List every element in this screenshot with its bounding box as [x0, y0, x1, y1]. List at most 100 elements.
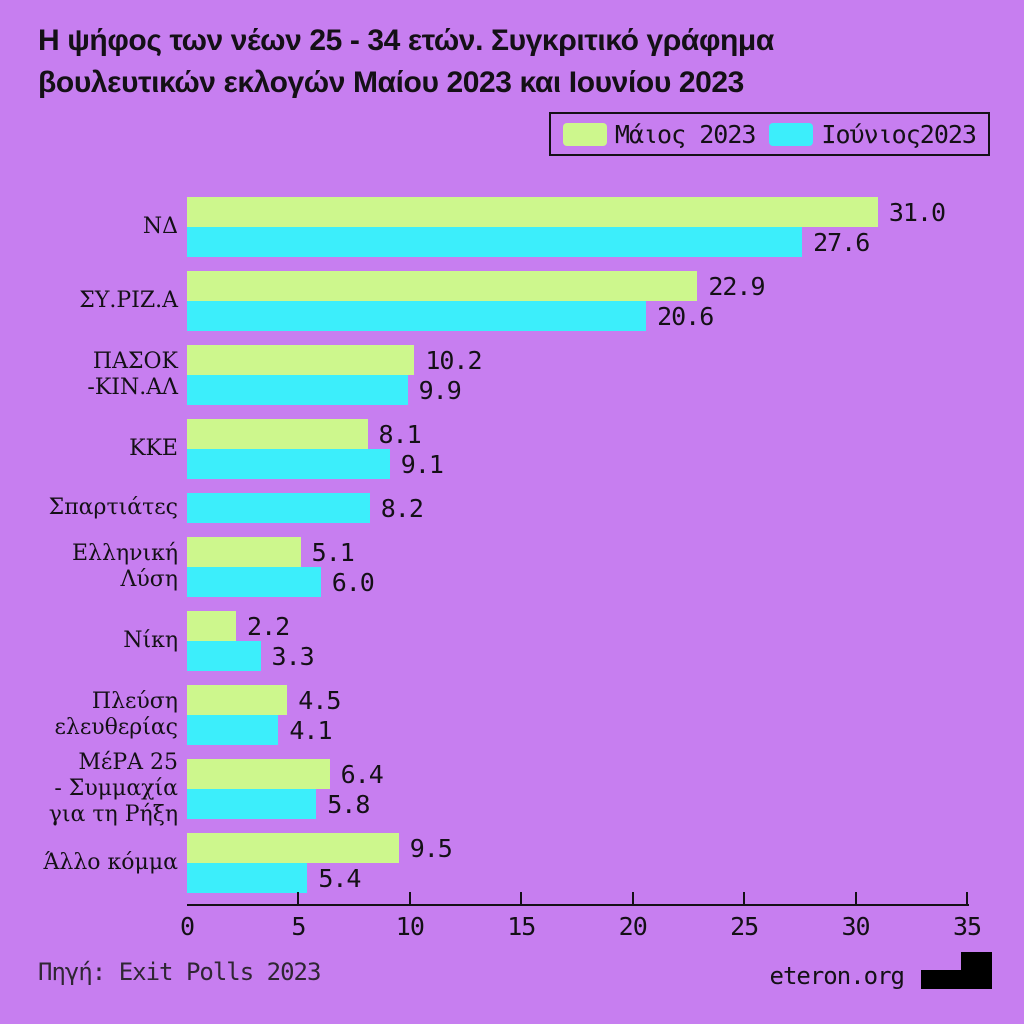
chart-group: Πλεύση ελευθερίας 4.5 4.1	[38, 685, 967, 745]
chart-group: ΠΑΣΟΚ -ΚΙΝ.ΑΛ 10.2 9.9	[38, 345, 967, 405]
chart-group: ΝΔ 31.0 27.6	[38, 197, 967, 257]
bar-june	[187, 863, 308, 893]
bar-june	[187, 301, 647, 331]
legend-label-may: Μάιος 2023	[614, 119, 757, 149]
category-label-line: Πλεύση	[91, 689, 178, 714]
bar-value-label: 8.2	[380, 493, 424, 523]
category-label: ΜέΡΑ 25- Συμμαχία για τη Ρήξη	[38, 750, 178, 828]
chart-group: Άλλο κόμμα 9.5 5.4	[38, 833, 967, 893]
bar-pair: 2.2 3.3	[187, 611, 967, 671]
category-label-line: Άλλο κόμμα	[43, 850, 178, 875]
bar-row: 2.2	[187, 611, 967, 641]
bar-may	[187, 197, 878, 227]
x-tick-label: 35	[952, 912, 982, 941]
bar-may	[187, 685, 288, 715]
category-label: ΠΑΣΟΚ -ΚΙΝ.ΑΛ	[38, 349, 178, 401]
category-label: ΚΚΕ	[38, 436, 178, 462]
footer-site-link: eteron.org	[769, 962, 905, 990]
bar-row: 22.9	[187, 271, 967, 301]
x-tick-mark	[743, 892, 746, 904]
bar-row: 31.0	[187, 197, 967, 227]
chart-group: ΣΥ.ΡΙΖ.Α 22.9 20.6	[38, 271, 967, 331]
bar-june	[187, 227, 803, 257]
bar-value-label: 9.5	[409, 833, 453, 863]
bar-value-label: 5.4	[318, 863, 361, 893]
legend-label-june: Ιούνιος2023	[821, 119, 977, 149]
x-axis-line	[187, 904, 969, 906]
bar-pair: 4.5 4.1	[187, 685, 967, 745]
category-label-line: ΠΑΣΟΚ	[92, 349, 178, 374]
chart-title-line-2: βουλευτικών εκλογών Μαίου 2023 και Ιουνί…	[38, 66, 744, 99]
x-tick-label: 25	[730, 912, 759, 941]
bar-row: 6.0	[187, 567, 967, 597]
category-label-line: ΜέΡΑ 25	[78, 750, 178, 775]
bar-value-label: 22.9	[708, 271, 765, 301]
bar-row: 9.5	[187, 833, 967, 863]
bar-june	[187, 493, 370, 523]
bar-june	[187, 567, 321, 597]
bar-value-label: 9.9	[418, 375, 462, 405]
bar-june	[187, 789, 317, 819]
bar-may	[187, 271, 698, 301]
bar-june	[187, 449, 390, 479]
eteron-logo	[921, 952, 992, 989]
category-label: Πλεύση ελευθερίας	[38, 689, 179, 741]
chart-group: Σπαρτιάτες 8.2	[38, 493, 967, 523]
bar-pair: 8.2	[187, 493, 967, 523]
legend: Μάιος 2023 Ιούνιος2023	[548, 112, 990, 156]
x-tick-label: 10	[395, 912, 425, 941]
footer-source: Πηγή: Exit Polls 2023	[38, 958, 321, 986]
category-label-line: Λύση	[120, 567, 178, 592]
bar-row: 8.1	[187, 419, 967, 449]
bar-value-label: 5.8	[327, 789, 370, 819]
bar-value-label: 20.6	[657, 301, 714, 331]
category-label-line: - Συμμαχία	[54, 776, 178, 801]
bar-value-label: 3.3	[271, 641, 315, 671]
x-tick-label: 0	[179, 912, 195, 941]
bar-may	[187, 759, 330, 789]
bar-row: 5.4	[187, 863, 967, 893]
bar-row: 4.1	[187, 715, 967, 745]
category-label: ΣΥ.ΡΙΖ.Α	[38, 288, 178, 314]
bar-value-label: 2.2	[247, 611, 290, 641]
chart-group: ΚΚΕ 8.1 9.1	[38, 419, 967, 479]
chart-title-line-1: Η ψήφος των νέων 25 - 34 ετών. Συγκριτικ…	[38, 24, 774, 57]
bar-row: 9.1	[187, 449, 967, 479]
bar-may	[187, 611, 237, 641]
legend-item-may: Μάιος 2023	[562, 119, 757, 149]
bar-may	[187, 345, 415, 375]
category-label-line: ΝΔ	[142, 214, 178, 239]
bar-may	[187, 419, 368, 449]
bar-pair: 31.0 27.6	[187, 197, 967, 257]
bar-row: 4.5	[187, 685, 967, 715]
bar-value-label: 6.4	[340, 759, 384, 789]
chart-group: ΜέΡΑ 25- Συμμαχία για τη Ρήξη 6.4 5.8	[38, 750, 967, 827]
category-label-line: Σπαρτιάτες	[48, 495, 178, 520]
bar-pair: 6.4 5.8	[187, 759, 967, 819]
bar-row: 5.1	[187, 537, 967, 567]
category-label: Νίκη	[38, 628, 178, 654]
bar-june	[187, 641, 261, 671]
bar-row: 9.9	[187, 375, 967, 405]
chart-title: Η ψήφος των νέων 25 - 34 ετών. Συγκριτικ…	[38, 20, 798, 104]
legend-swatch-june-icon	[769, 122, 814, 146]
x-tick-mark	[966, 892, 968, 904]
x-tick-mark	[297, 892, 300, 904]
chart-group: Ελληνική Λύση 5.1 6.0	[38, 537, 967, 597]
bar-row: 10.2	[187, 345, 967, 375]
bar-value-label: 27.6	[813, 227, 870, 257]
bar-value-label: 6.0	[331, 567, 375, 597]
category-label-line: για τη Ρήξη	[48, 802, 178, 827]
bar-row: 3.3	[187, 641, 967, 671]
bar-june	[187, 375, 408, 405]
bar-value-label: 31.0	[888, 197, 946, 227]
bar-value-label: 10.2	[425, 345, 482, 375]
bar-row: 6.4	[187, 759, 967, 789]
category-label-line: Νίκη	[123, 628, 178, 653]
bar-may	[187, 537, 301, 567]
category-label: Άλλο κόμμα	[38, 850, 178, 876]
bar-value-label: 5.1	[311, 537, 355, 567]
bar-may	[187, 833, 399, 863]
bar-pair: 22.9 20.6	[187, 271, 967, 331]
